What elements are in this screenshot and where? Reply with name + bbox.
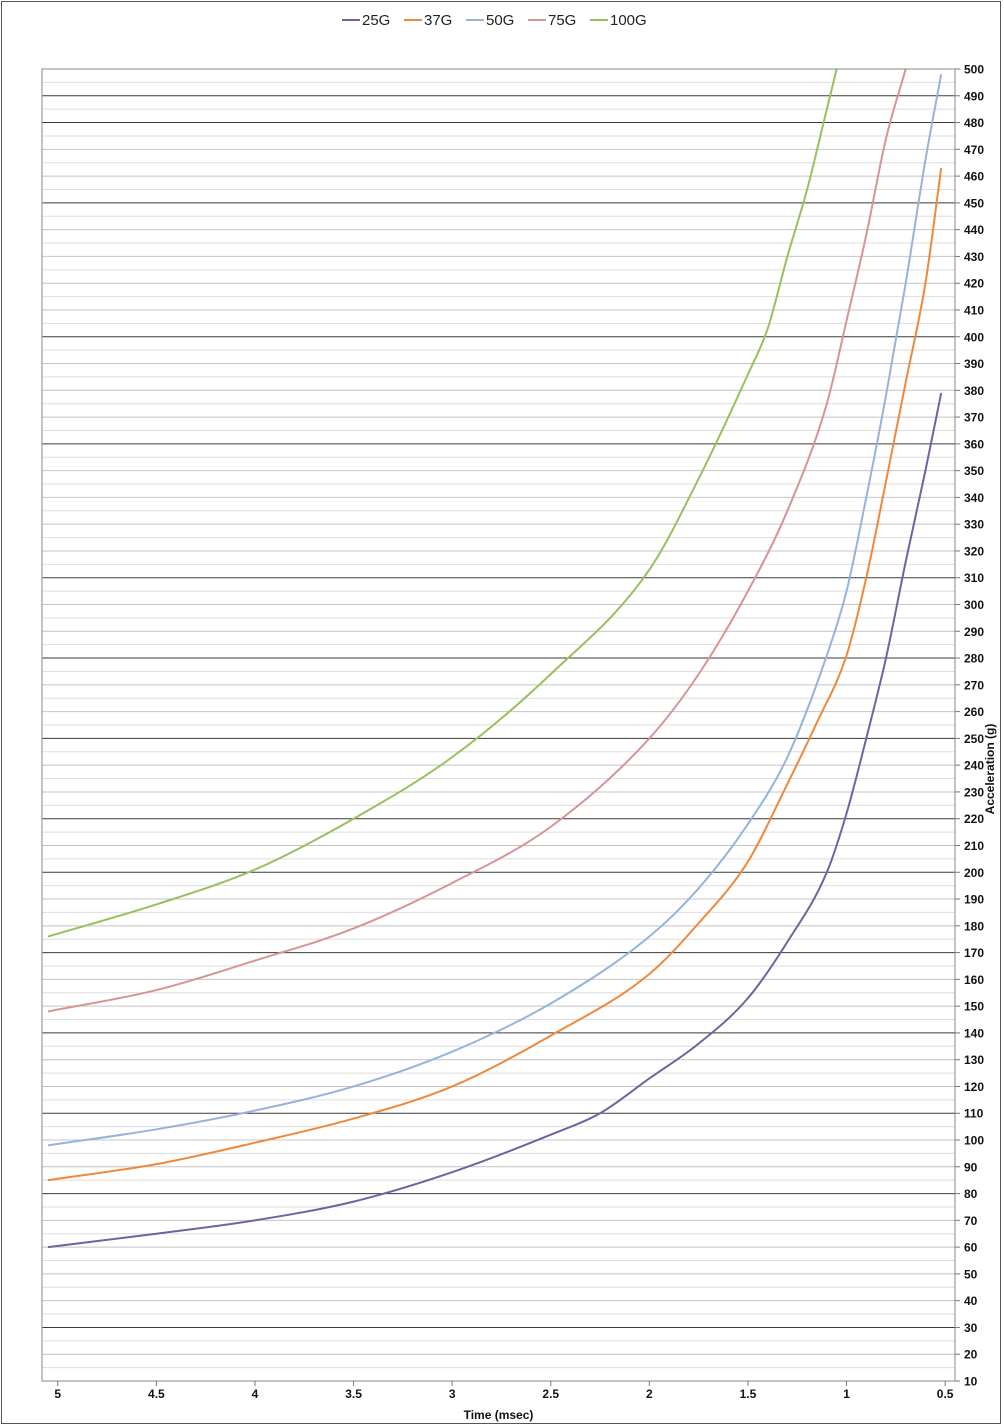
y-tick-label: 430 xyxy=(964,250,984,264)
y-tick-label: 310 xyxy=(964,571,984,585)
y-tick-label: 70 xyxy=(964,1214,978,1228)
y-tick-label: 320 xyxy=(964,544,984,558)
y-tick-label: 220 xyxy=(964,812,984,826)
y-tick-label: 190 xyxy=(964,893,984,907)
series-line-25G xyxy=(47,392,943,1249)
y-tick-label: 410 xyxy=(964,303,984,317)
x-tick-label: 4.5 xyxy=(148,1387,165,1401)
y-tick-label: 100 xyxy=(964,1134,984,1148)
y-tick-label: 370 xyxy=(964,411,984,425)
legend-label-50G: 50G xyxy=(486,12,514,29)
y-tick-label: 10 xyxy=(964,1375,978,1389)
y-axis-ticks: 10 20 30 40 50 60 70 80 90 100 110 120 130 140 150 160 1… xyxy=(955,63,984,1389)
plot-area xyxy=(41,68,956,1382)
y-tick-label: 380 xyxy=(964,384,984,398)
y-tick-label: 500 xyxy=(964,63,984,77)
y-tick-label: 60 xyxy=(964,1241,978,1255)
y-tick-label: 90 xyxy=(964,1160,978,1174)
y-tick-label: 200 xyxy=(964,866,984,880)
x-tick-label: 1 xyxy=(843,1387,850,1401)
y-tick-label: 110 xyxy=(964,1107,984,1121)
y-tick-label: 170 xyxy=(964,946,984,960)
y-tick-label: 120 xyxy=(964,1080,984,1094)
legend-label-75G: 75G xyxy=(548,12,576,29)
y-tick-label: 40 xyxy=(964,1294,978,1308)
y-tick-label: 20 xyxy=(964,1348,978,1362)
x-axis-title: Time (msec) xyxy=(464,1408,534,1422)
y-tick-label: 180 xyxy=(964,919,984,933)
plot-border xyxy=(41,68,956,1382)
x-tick-label: 2.5 xyxy=(542,1387,559,1401)
y-tick-label: 490 xyxy=(964,89,984,103)
y-tick-label: 250 xyxy=(964,732,984,746)
y-tick-label: 260 xyxy=(964,705,984,719)
y-tick-label: 130 xyxy=(964,1053,984,1067)
y-tick-label: 280 xyxy=(964,652,984,666)
legend-label-100G: 100G xyxy=(610,12,647,29)
legend: 25G 37G 50G 75G 100G xyxy=(342,12,647,29)
y-tick-label: 270 xyxy=(964,678,984,692)
series-line-50G xyxy=(47,74,943,1147)
x-tick-label: 2 xyxy=(646,1387,653,1401)
x-tick-label: 0.5 xyxy=(937,1387,954,1401)
y-tick-label: 330 xyxy=(964,518,984,532)
y-tick-label: 450 xyxy=(964,196,984,210)
y-tick-label: 460 xyxy=(964,170,984,184)
y-tick-label: 240 xyxy=(964,759,984,773)
y-tick-label: 440 xyxy=(964,223,984,237)
x-tick-label: 3 xyxy=(449,1387,456,1401)
y-tick-label: 360 xyxy=(964,437,984,451)
x-tick-label: 4 xyxy=(252,1387,259,1401)
x-tick-label: 3.5 xyxy=(345,1387,362,1401)
y-tick-label: 300 xyxy=(964,598,984,612)
y-tick-label: 210 xyxy=(964,839,984,853)
y-tick-label: 400 xyxy=(964,330,984,344)
series-line-100G xyxy=(47,68,838,938)
legend-label-37G: 37G xyxy=(424,12,452,29)
y-tick-label: 50 xyxy=(964,1267,978,1281)
series-line-75G xyxy=(47,68,907,1013)
x-tick-label: 5 xyxy=(54,1387,61,1401)
series-lines xyxy=(47,68,943,1249)
x-tick-label: 1.5 xyxy=(740,1387,757,1401)
y-tick-label: 160 xyxy=(964,973,984,987)
legend-label-25G: 25G xyxy=(362,12,390,29)
y-tick-label: 30 xyxy=(964,1321,978,1335)
y-tick-label: 470 xyxy=(964,143,984,157)
y-tick-label: 480 xyxy=(964,116,984,130)
y-tick-label: 390 xyxy=(964,357,984,371)
y-axis-title: Acceleration (g) xyxy=(983,724,997,815)
y-tick-label: 150 xyxy=(964,1000,984,1014)
y-tick-label: 140 xyxy=(964,1026,984,1040)
y-tick-label: 80 xyxy=(964,1187,978,1201)
y-tick-label: 350 xyxy=(964,464,984,478)
y-tick-label: 290 xyxy=(964,625,984,639)
series-line-37G xyxy=(47,167,943,1182)
y-tick-label: 420 xyxy=(964,277,984,291)
y-tick-label: 340 xyxy=(964,491,984,505)
x-axis-ticks: 5 4.5 4 3.5 3 2.5 2 1.5 1 0.5 xyxy=(54,1381,954,1401)
y-tick-label: 230 xyxy=(964,785,984,799)
